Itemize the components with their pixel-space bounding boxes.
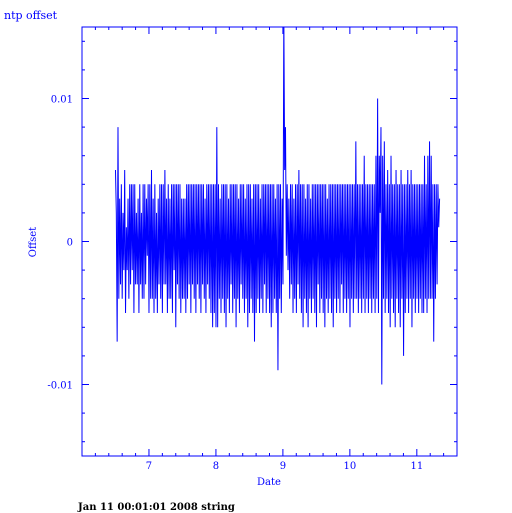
x-tick-label: 7 [146, 461, 152, 472]
x-tick-label: 10 [343, 461, 356, 472]
x-tick-label: 9 [280, 461, 286, 472]
series-group [114, 27, 441, 385]
tick-labels: 7 8 9 10 11 -0.01 0 0.01 [47, 95, 423, 473]
x-tick-label: 8 [213, 461, 219, 472]
chart-title: ntp offset [4, 9, 58, 22]
minor-ticks [82, 27, 458, 456]
y-tick-label: -0.01 [47, 381, 73, 392]
footer-timestamp: Jan 11 00:01:01 2008 string [78, 502, 235, 513]
x-tick-label: 11 [410, 461, 423, 472]
major-ticks [82, 27, 457, 456]
y-tick-label: 0.01 [51, 95, 73, 106]
series-line [114, 27, 441, 385]
x-axis-label: Date [257, 477, 281, 488]
y-tick-label: 0 [67, 238, 73, 249]
y-axis-label: Offset [28, 227, 39, 257]
